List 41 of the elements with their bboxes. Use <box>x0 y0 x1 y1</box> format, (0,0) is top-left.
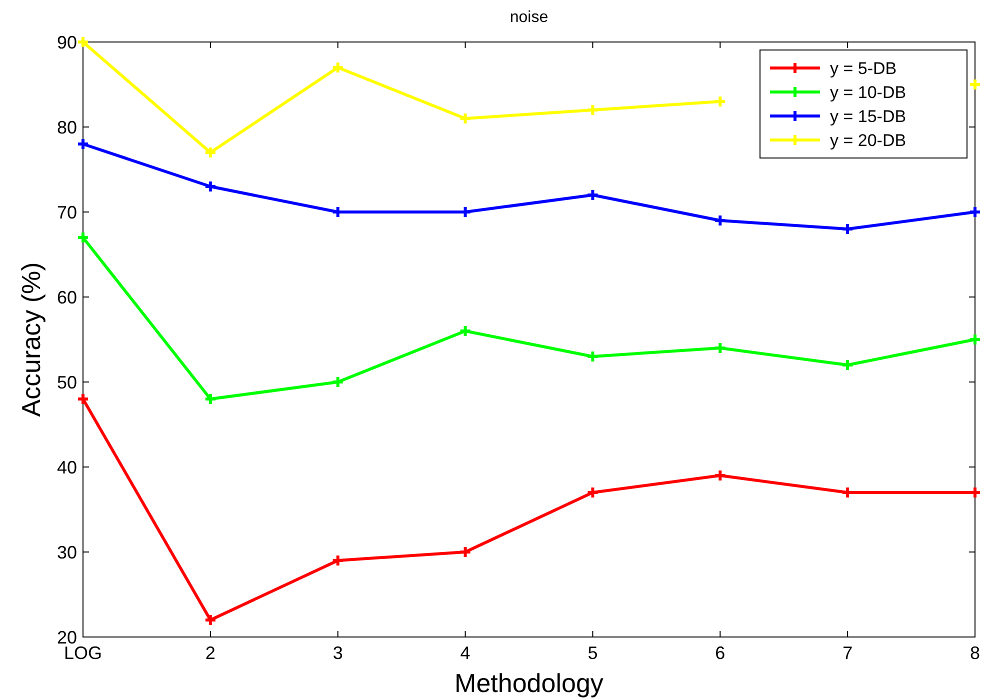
point <box>331 61 344 74</box>
point <box>204 180 217 193</box>
point <box>586 350 600 363</box>
point <box>586 104 600 116</box>
point <box>331 376 344 388</box>
point <box>204 146 217 159</box>
point <box>586 188 600 202</box>
point <box>458 546 472 558</box>
x-tick-label: 4 <box>460 643 470 663</box>
y-tick-label: 90 <box>56 32 77 52</box>
point <box>586 486 600 499</box>
y-tick-label: 60 <box>56 287 77 308</box>
legend-label: y = 5-DB <box>830 58 897 78</box>
legend-label: y = 10-DB <box>830 82 906 102</box>
point <box>841 358 854 372</box>
x-tick-label: 8 <box>970 643 980 663</box>
x-tick-label: 2 <box>205 643 216 663</box>
y-tick-label: 50 <box>56 372 77 392</box>
x-tick-label: 5 <box>588 643 598 663</box>
x-tick-label: 7 <box>842 643 853 663</box>
y-tick-label: 30 <box>56 542 77 562</box>
point <box>841 222 854 236</box>
point <box>714 95 727 108</box>
x-tick-label: 6 <box>715 643 726 663</box>
y-tick-label: 70 <box>56 202 77 222</box>
legend-label: y = 20-DB <box>830 130 906 150</box>
point <box>714 342 727 354</box>
y-tick-label: 80 <box>56 117 77 138</box>
point <box>714 214 727 227</box>
chart-title: noise <box>510 9 548 26</box>
point <box>714 469 727 482</box>
y-axis-title: Accuracy (%) <box>16 262 46 417</box>
point <box>204 614 217 626</box>
point <box>331 554 344 567</box>
x-tick-label: 3 <box>332 643 343 663</box>
x-axis-title: Methodology <box>454 668 604 698</box>
point <box>204 392 217 406</box>
legend-label: y = 15-DB <box>830 106 906 126</box>
y-tick-label: 40 <box>56 457 77 478</box>
point <box>458 112 472 125</box>
point <box>458 324 472 338</box>
